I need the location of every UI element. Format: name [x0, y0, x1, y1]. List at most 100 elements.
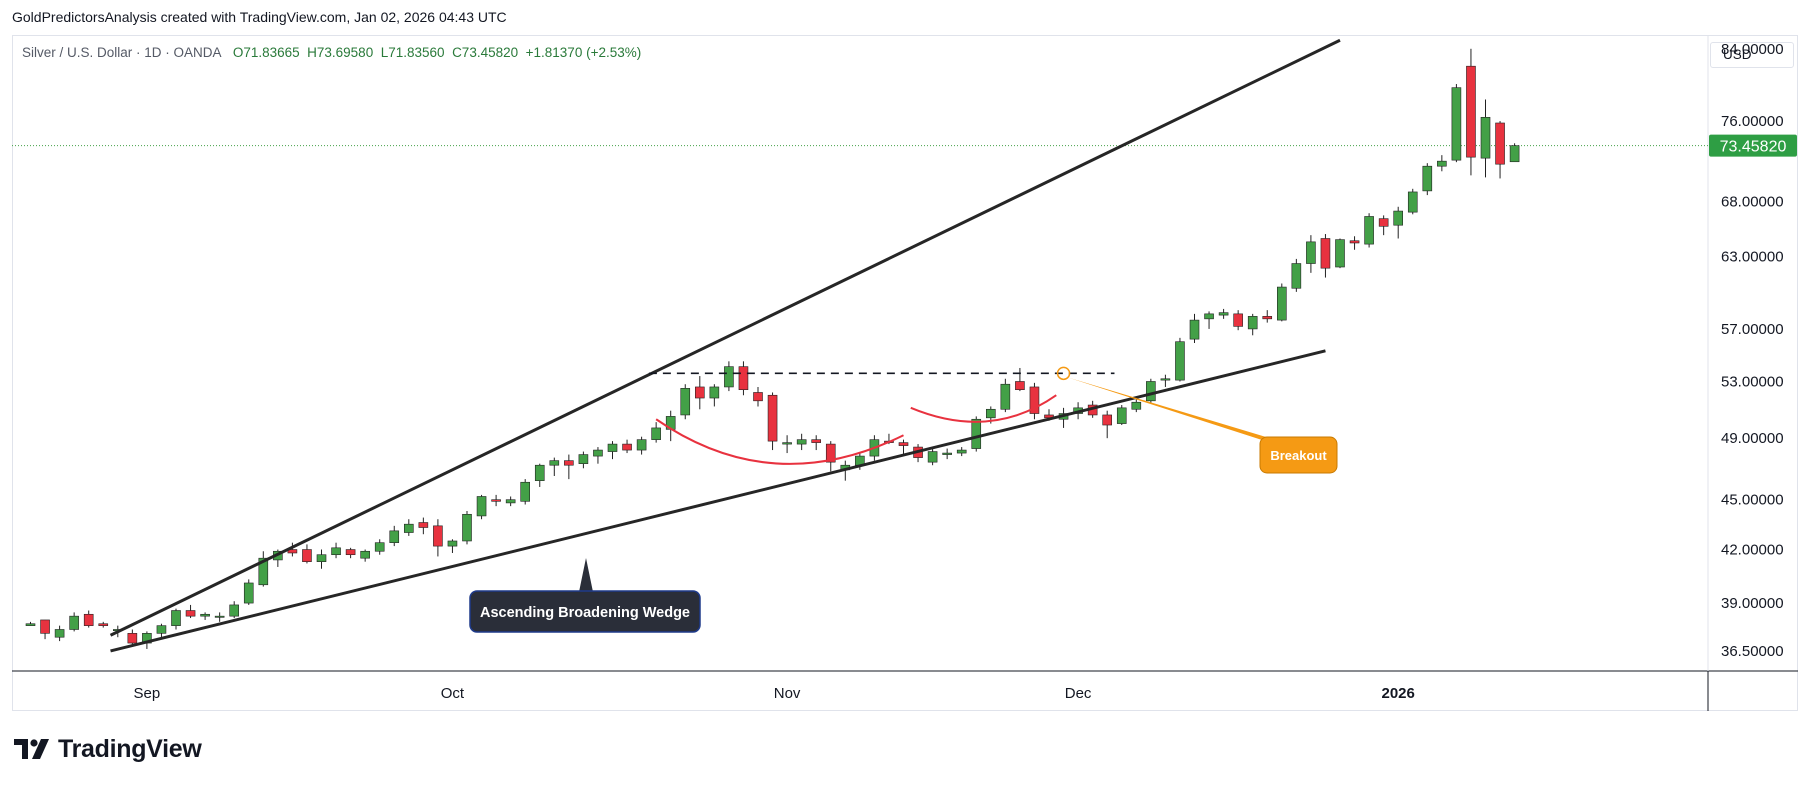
candle [1335, 239, 1345, 268]
candle [1218, 312, 1229, 316]
candle [156, 625, 167, 634]
candle [753, 392, 763, 402]
candle [651, 427, 661, 440]
breakout-box [1259, 436, 1338, 474]
candle [287, 549, 298, 554]
breakout-pointer [1067, 377, 1276, 440]
y-tick-label: 84.00000 [1721, 41, 1784, 58]
change-value: +1.81370 (+2.53%) [525, 45, 642, 60]
candle [1160, 378, 1171, 381]
candle [971, 418, 982, 449]
candle [302, 549, 312, 562]
candle [680, 388, 691, 416]
candle [360, 550, 370, 559]
candle [564, 460, 574, 466]
candle [796, 439, 807, 445]
candle [1480, 116, 1491, 159]
candle [1364, 216, 1374, 245]
y-tick-label: 42.00000 [1721, 542, 1784, 559]
candle [505, 499, 516, 504]
currency-selector[interactable]: USD [1710, 42, 1794, 68]
symbol-title[interactable]: Silver / U.S. Dollar · 1D · OANDA [22, 45, 222, 60]
candle [331, 547, 341, 556]
candle [1509, 145, 1520, 163]
candle [636, 439, 647, 451]
upper-wedge-line [109, 38, 1341, 637]
cup-arc [655, 418, 904, 465]
y-tick-label: 68.00000 [1721, 193, 1784, 210]
candle [607, 443, 618, 452]
brand-name: TradingView [58, 734, 202, 763]
y-tick-label: 57.00000 [1721, 321, 1784, 338]
candle [549, 460, 560, 466]
candle [1306, 241, 1316, 264]
candle [1000, 383, 1011, 410]
candle [98, 623, 109, 626]
candle [767, 394, 778, 442]
candle [811, 439, 822, 443]
candle [1378, 218, 1389, 227]
low-value: L71.83560 [380, 45, 445, 60]
candle [258, 557, 269, 586]
candle [345, 549, 356, 556]
candle [942, 452, 952, 455]
candle [825, 443, 836, 463]
candle [476, 496, 487, 517]
candle [1349, 240, 1360, 244]
breakout-label: Breakout [1270, 448, 1327, 463]
y-tick-label: 39.00000 [1721, 595, 1784, 612]
tradingview-icon [14, 739, 49, 759]
candle [83, 613, 94, 626]
candle [418, 522, 429, 528]
candle [1407, 191, 1418, 213]
candle [1189, 319, 1200, 340]
candle [447, 540, 458, 547]
price-tag-label: 73.45820 [1720, 139, 1787, 156]
candle [1102, 414, 1112, 426]
ohlc-legend: Silver / U.S. Dollar · 1D · OANDA O71.83… [22, 45, 641, 60]
candle [593, 449, 603, 457]
breakout-marker [1056, 366, 1071, 381]
candle [956, 449, 967, 454]
close-value: C73.45820 [452, 45, 519, 60]
candle [127, 633, 138, 644]
candle [1116, 407, 1127, 424]
candle [1146, 381, 1156, 402]
candle [1262, 316, 1273, 320]
candle [709, 386, 720, 399]
candle [898, 442, 909, 446]
candle [403, 523, 414, 533]
y-tick-label: 53.00000 [1721, 373, 1784, 390]
candle [782, 442, 792, 445]
candle [1451, 87, 1462, 161]
candle [1175, 341, 1185, 381]
candle [520, 481, 531, 502]
open-value: O71.83665 [232, 45, 300, 60]
candle [200, 613, 210, 617]
y-tick-label: 49.00000 [1721, 430, 1784, 447]
candle [1422, 165, 1433, 192]
candle [985, 408, 996, 419]
candle [1204, 313, 1214, 320]
candle [1277, 286, 1287, 321]
candle [40, 619, 50, 634]
candle [491, 499, 501, 502]
candle [1393, 210, 1403, 226]
high-value: H73.69580 [307, 45, 374, 60]
y-tick-label: 63.00000 [1721, 249, 1784, 266]
candle [214, 615, 225, 618]
price-tag [1709, 134, 1797, 157]
candle [171, 610, 181, 626]
pattern-label-box [469, 590, 701, 633]
candle [69, 615, 79, 630]
candle [243, 582, 254, 604]
candle [738, 366, 749, 391]
y-tick-label: 45.00000 [1721, 492, 1784, 509]
tradingview-logo: TradingView [14, 734, 202, 764]
y-tick-label: 36.50000 [1721, 643, 1784, 660]
candle [229, 604, 239, 617]
candle [622, 443, 632, 451]
candle [1131, 401, 1142, 410]
pattern-pointer [579, 558, 593, 592]
